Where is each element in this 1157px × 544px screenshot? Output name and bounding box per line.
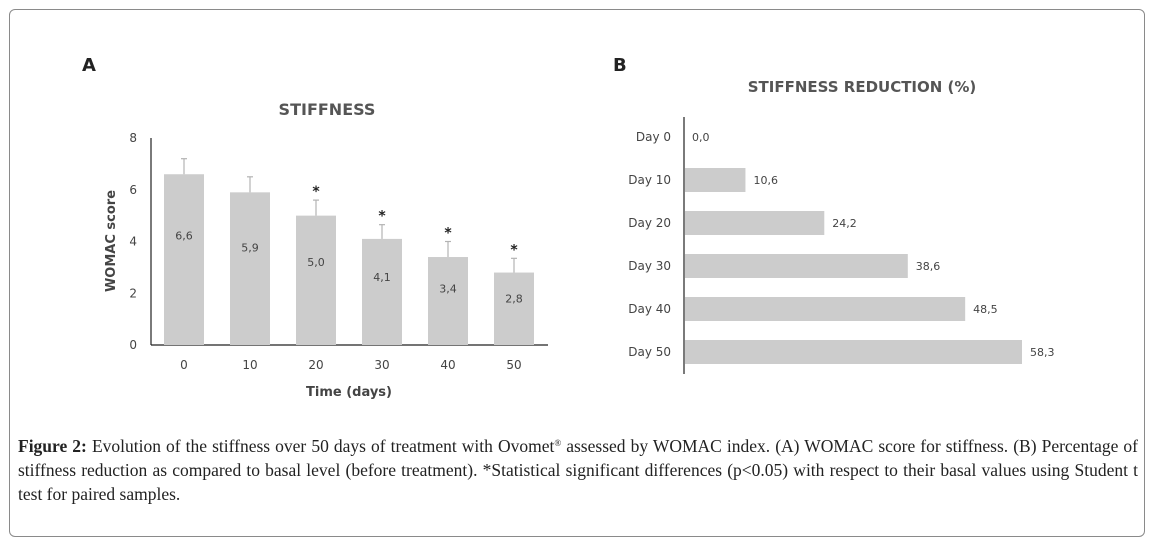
panel-a-label: A <box>82 55 96 76</box>
chart-a-data-label: 5,0 <box>307 256 325 269</box>
chart-a-significance-mark: * <box>510 242 518 258</box>
chart-b-category-label: Day 50 <box>628 345 671 359</box>
caption-label: Figure 2: <box>18 436 87 456</box>
chart-b-category-label: Day 30 <box>628 259 671 273</box>
chart-a-data-label: 5,9 <box>241 241 259 254</box>
chart-a-xtick-label: 40 <box>440 358 455 372</box>
chart-b-bar <box>685 168 746 192</box>
chart-a-bar <box>164 174 204 345</box>
chart-b-bar <box>685 254 908 278</box>
chart-b-data-label: 58,3 <box>1030 346 1055 359</box>
chart-a-bar <box>230 192 270 345</box>
stiffness-reduction-chart: STIFFNESS REDUCTION (%) 0,0 Day 0 10,6 Day … <box>628 78 1055 374</box>
chart-a-data-label: 6,6 <box>175 230 193 243</box>
chart-a-xtick-label: 0 <box>180 358 188 372</box>
chart-b-bar <box>685 297 966 321</box>
chart-a-xtick-label: 10 <box>242 358 257 372</box>
chart-a-ytick-label: 0 <box>129 338 137 352</box>
caption-text-2: assessed by WOMAC index. (A) WOMAC score… <box>18 436 1138 504</box>
stiffness-bar-chart: STIFFNESS WOMAC score Time (days) 0 2 4 6 8 6… <box>104 100 548 400</box>
chart-a-ytick-label: 6 <box>129 183 137 197</box>
chart-a-bar <box>494 272 534 345</box>
chart-b-data-label: 38,6 <box>916 260 941 273</box>
chart-b-category-label: Day 0 <box>636 130 671 144</box>
chart-a-bar <box>428 257 468 345</box>
figure-caption: Figure 2: Evolution of the stiffness ove… <box>18 434 1138 506</box>
chart-a-significance-mark: * <box>378 209 386 225</box>
chart-b-data-label: 0,0 <box>692 131 710 144</box>
chart-a-data-label: 4,1 <box>373 271 391 284</box>
chart-b-data-label: 24,2 <box>832 217 857 230</box>
chart-a-bar <box>296 215 336 345</box>
chart-a-xtick-label: 20 <box>308 358 323 372</box>
chart-a-significance-mark: * <box>444 226 452 242</box>
chart-a-ytick-label: 8 <box>129 131 137 145</box>
chart-a-ylabel: WOMAC score <box>104 190 119 292</box>
chart-b-bar <box>685 340 1022 364</box>
chart-a-bar <box>362 238 402 345</box>
chart-a-title: STIFFNESS <box>279 100 376 119</box>
caption-registered-mark: ® <box>554 438 562 448</box>
caption-text-1: Evolution of the stiffness over 50 days … <box>86 436 555 456</box>
chart-b-data-label: 10,6 <box>753 174 778 187</box>
chart-a-xtick-label: 30 <box>374 358 389 372</box>
chart-b-category-label: Day 40 <box>628 302 671 316</box>
chart-b-data-label: 48,5 <box>973 303 998 316</box>
chart-a-data-label: 3,4 <box>439 283 457 296</box>
chart-b-category-label: Day 10 <box>628 173 671 187</box>
chart-a-ytick-label: 4 <box>129 235 137 249</box>
chart-a-xtick-label: 50 <box>506 358 521 372</box>
chart-b-title: STIFFNESS REDUCTION (%) <box>748 78 977 96</box>
chart-a-significance-mark: * <box>312 184 320 200</box>
panel-b-label: B <box>613 55 627 76</box>
chart-b-bar <box>685 211 825 235</box>
chart-a-ytick-label: 2 <box>129 286 137 300</box>
chart-a-data-label: 2,8 <box>505 293 523 306</box>
chart-a-xlabel: Time (days) <box>306 385 392 400</box>
chart-b-category-label: Day 20 <box>628 216 671 230</box>
